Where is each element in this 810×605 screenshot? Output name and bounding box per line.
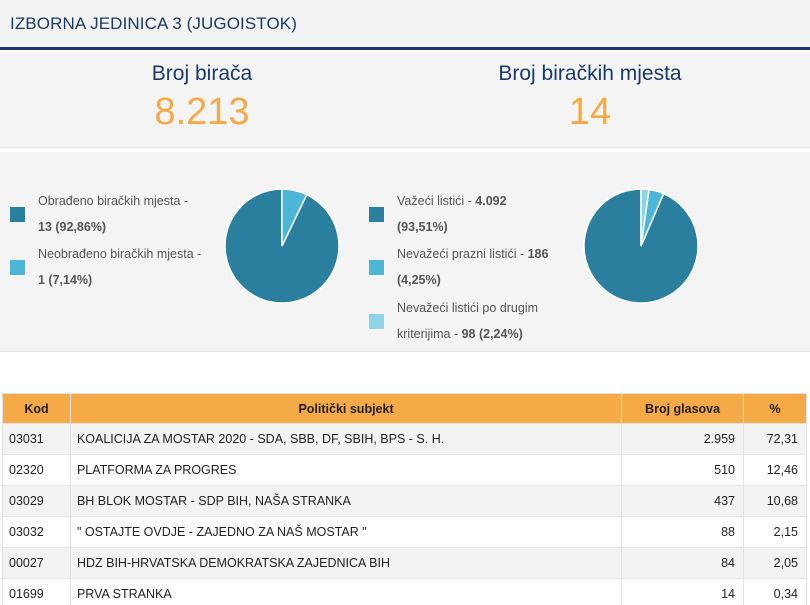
cell-votes: 88 <box>621 516 744 548</box>
cell-percent: 0,34 <box>743 578 807 605</box>
cell-subject: BH BLOK MOSTAR - SDP BIH, NAŠA STRANKA <box>69 485 623 517</box>
table-row: 03029 BH BLOK MOSTAR - SDP BIH, NAŠA STRA… <box>2 485 807 517</box>
cell-percent: 2,05 <box>743 547 807 579</box>
results-table: Kod Politički subjekt Broj glasova % 030… <box>2 393 807 605</box>
ballots-slice-2 <box>640 188 650 247</box>
legend-processed: Obrađeno biračkih mjesta - 13 (92,86%) <box>10 188 225 240</box>
processed-places-pie-chart <box>224 188 340 304</box>
legend-value: 13 (92,86%) <box>38 220 107 234</box>
legend-swatch-other-invalid <box>369 314 384 329</box>
voters-value: 8.213 <box>154 91 250 133</box>
cell-code: 00027 <box>2 547 71 579</box>
cell-subject: KOALICIJA ZA MOSTAR 2020 - SDA, SBB, DF,… <box>69 423 623 455</box>
table-header-row: Kod Politički subjekt Broj glasova % <box>2 393 807 424</box>
legend-label: Obrađeno biračkih mjesta - <box>38 194 189 208</box>
processed-places-slice-0 <box>224 188 340 304</box>
cell-votes: 84 <box>621 547 744 579</box>
polling-places-value: 14 <box>568 91 612 133</box>
cell-percent: 10,68 <box>743 485 807 517</box>
charts-panel: Obrađeno biračkih mjesta - 13 (92,86%) N… <box>0 152 810 352</box>
legend-value: 4.092 <box>475 194 507 208</box>
header-bar: IZBORNA JEDINICA 3 (JUGOISTOK) <box>0 0 810 50</box>
cell-subject: HDZ BIH-HRVATSKA DEMOKRATSKA ZAJEDNICA B… <box>69 547 623 579</box>
legend-other-invalid: Nevažeći listići po drugim kriterijima -… <box>369 295 584 347</box>
stats-panel: Broj birača 8.213 Broj biračkih mjesta 1… <box>0 52 810 148</box>
cell-percent: 2,15 <box>743 516 807 548</box>
cell-subject: PRVA STRANKA <box>69 578 623 605</box>
cell-percent: 12,46 <box>743 454 807 486</box>
col-header-code[interactable]: Kod <box>2 393 71 424</box>
cell-code: 01699 <box>2 578 71 605</box>
legend-swatch-unprocessed <box>10 260 25 275</box>
legend-blank-ballots: Nevažeći prazni listići - 186 (4,25%) <box>369 241 584 293</box>
polling-places-stat: Broj biračkih mjesta 14 <box>470 62 710 134</box>
legend-swatch-processed <box>10 207 25 222</box>
voters-stat: Broj birača 8.213 <box>82 62 322 134</box>
cell-subject: PLATFORMA ZA PROGRES <box>69 454 623 486</box>
legend-label: Važeći listići - <box>397 194 472 208</box>
legend-label: Nevažeći prazni listići - <box>397 247 525 261</box>
ballots-pie-chart <box>583 188 699 304</box>
cell-subject: " OSTAJTE OVDJE - ZAJEDNO ZA NAŠ MOSTAR … <box>69 516 623 548</box>
cell-code: 03029 <box>2 485 71 517</box>
page-title: IZBORNA JEDINICA 3 (JUGOISTOK) <box>10 14 298 33</box>
legend-value: 1 (7,14%) <box>38 273 93 287</box>
legend-valid-ballots: Važeći listići - 4.092 (93,51%) <box>369 188 584 240</box>
cell-votes: 2.959 <box>621 423 744 455</box>
table-row: 03032 " OSTAJTE OVDJE - ZAJEDNO ZA NAŠ MO… <box>2 516 807 548</box>
legend-label: Nevažeći listići po drugim <box>397 301 539 315</box>
legend-swatch-valid <box>369 207 384 222</box>
processed-places-slice-1 <box>281 188 308 247</box>
table-row: 03031 KOALICIJA ZA MOSTAR 2020 - SDA, SBB… <box>2 423 807 455</box>
col-header-subject[interactable]: Politički subjekt <box>69 393 623 424</box>
cell-votes: 437 <box>621 485 744 517</box>
cell-votes: 14 <box>621 578 744 605</box>
table-row: 01699 PRVA STRANKA 14 0,34 <box>2 578 807 605</box>
legend-swatch-blank <box>369 260 384 275</box>
col-header-votes[interactable]: Broj glasova <box>621 393 744 424</box>
legend-label: Neobrađeno biračkih mjesta - <box>38 247 202 261</box>
polling-places-label: Broj biračkih mjesta <box>498 62 682 85</box>
legend-label-cont: kriterijima - <box>397 327 459 341</box>
cell-code: 03032 <box>2 516 71 548</box>
voters-label: Broj birača <box>151 62 253 85</box>
table-row: 00027 HDZ BIH-HRVATSKA DEMOKRATSKA ZAJEDN… <box>2 547 807 579</box>
cell-votes: 510 <box>621 454 744 486</box>
legend-pct: (93,51%) <box>397 220 448 234</box>
cell-code: 02320 <box>2 454 71 486</box>
legend-value: 98 (2,24%) <box>461 327 523 341</box>
legend-unprocessed: Neobrađeno biračkih mjesta - 1 (7,14%) <box>10 241 225 293</box>
table-row: 02320 PLATFORMA ZA PROGRES 510 12,46 <box>2 454 807 486</box>
legend-pct: (4,25%) <box>397 273 441 287</box>
col-header-percent[interactable]: % <box>743 393 807 424</box>
legend-value: 186 <box>527 247 549 261</box>
cell-code: 03031 <box>2 423 71 455</box>
cell-percent: 72,31 <box>743 423 807 455</box>
